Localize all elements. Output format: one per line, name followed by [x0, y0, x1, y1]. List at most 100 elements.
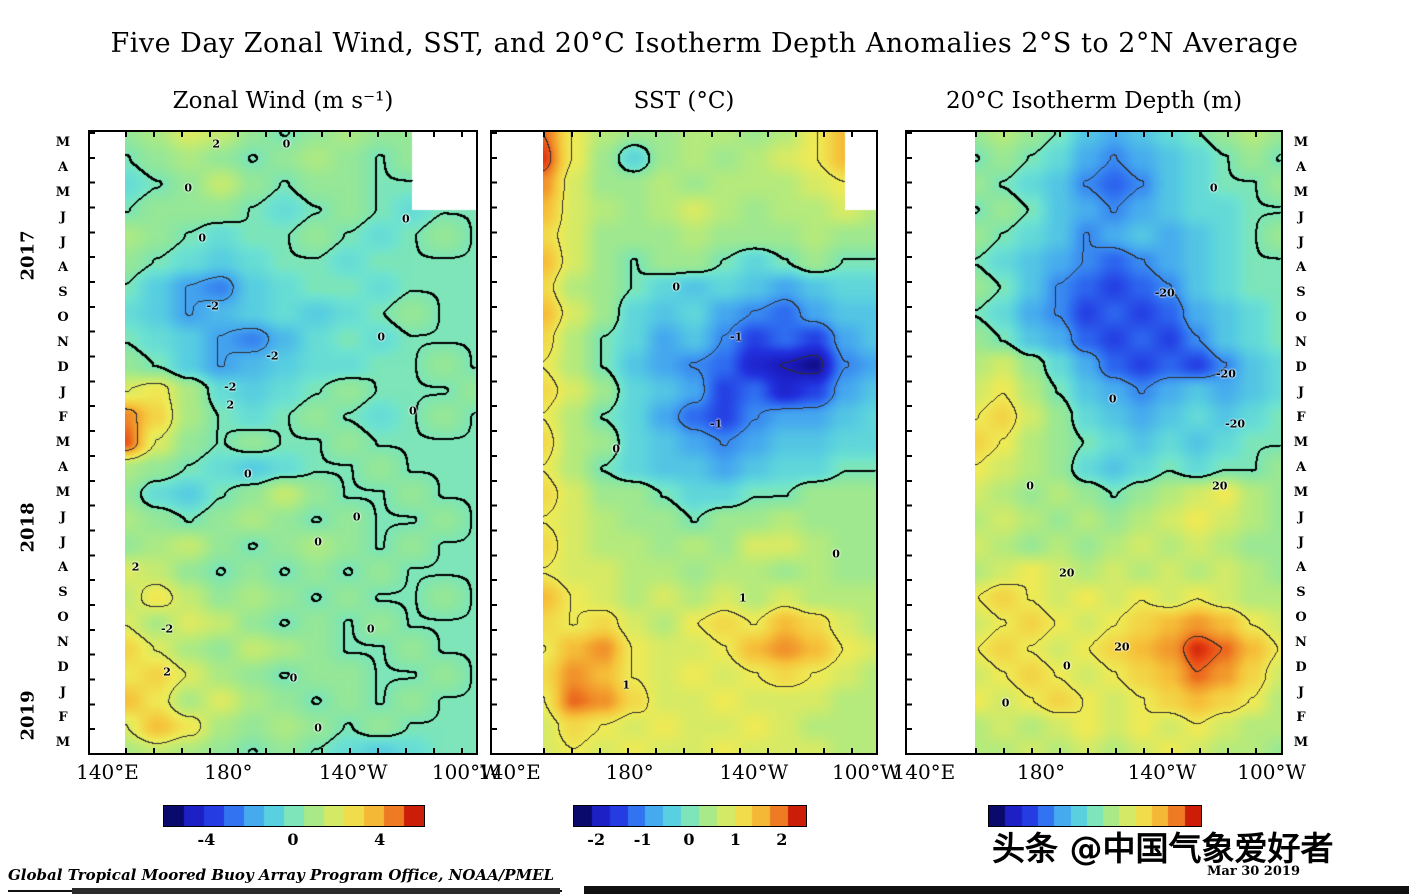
colorbar-tick-label: -4	[197, 830, 216, 849]
colorbar-tick-label: 0	[287, 830, 299, 849]
zonal-wind-heatmap-canvas	[125, 132, 476, 753]
month-label: S	[1296, 585, 1306, 600]
isotherm-depth-plot-area: 0 -20 -20 0 -20 0 20 20 20 0 0	[975, 132, 1281, 753]
colorbar-tick-label: 0	[683, 830, 695, 849]
x-axis-tick-label: 100°W	[1237, 760, 1307, 784]
month-label: F	[1296, 710, 1306, 725]
sst-plot-area: 0 -1 -1 0 0 1 1	[543, 132, 876, 753]
month-label: D	[1295, 660, 1307, 675]
month-label: J	[59, 510, 67, 525]
month-label: N	[57, 635, 69, 650]
month-label: F	[58, 410, 68, 425]
isotherm-depth-colorbar-canvas	[988, 805, 1202, 827]
month-label: O	[1295, 610, 1307, 625]
x-axis-tick-label: 140°W	[1127, 760, 1197, 784]
month-label: M	[1293, 135, 1309, 150]
x-axis-tick-label: 140°E	[76, 760, 139, 784]
sst-colorbar-canvas	[573, 805, 807, 827]
x-axis-tick-label: 180°	[1016, 760, 1066, 784]
month-label: J	[59, 535, 67, 550]
panel-title-zonal-wind: Zonal Wind (m s⁻¹)	[172, 88, 394, 114]
month-label: J	[1297, 510, 1305, 525]
year-label-2018: 2018	[17, 502, 39, 553]
month-label: A	[57, 160, 69, 175]
month-label: M	[55, 735, 71, 750]
longitude-ticks-bottom	[125, 748, 476, 753]
month-label: D	[1295, 360, 1307, 375]
sst-panel: 0 -1 -1 0 0 1 1	[490, 130, 878, 755]
zonal-wind-plot-area: 2 0 0 0 0 -2 0 -2 -2 0 2 0 0 2 0 -2 0 2 0 0	[125, 132, 476, 753]
month-label: O	[57, 610, 69, 625]
longitude-ticks-bottom	[975, 748, 1281, 753]
month-label: A	[57, 560, 69, 575]
x-axis-tick-label: 140°E	[478, 760, 541, 784]
month-label: J	[59, 210, 67, 225]
month-label: J	[59, 685, 67, 700]
sst-colorbar-ticks: -2 -1 0 1 2	[573, 827, 805, 849]
x-axis-isotherm-depth: 140°E 180° 140°W 100°W	[893, 760, 1307, 790]
x-axis-tick-label: 100°W	[831, 760, 901, 784]
month-label: J	[1297, 210, 1305, 225]
month-label: M	[55, 185, 71, 200]
month-label: S	[1296, 285, 1306, 300]
x-axis-tick-label: 140°W	[719, 760, 789, 784]
x-axis-tick-label: 100°W	[431, 760, 501, 784]
month-label: A	[1295, 160, 1307, 175]
x-axis-tick-label: 140°W	[318, 760, 388, 784]
colorbar-tick-label: 2	[776, 830, 788, 849]
isotherm-depth-heatmap-canvas	[975, 132, 1281, 753]
bottom-bar-left	[72, 888, 560, 894]
month-label: M	[1293, 485, 1309, 500]
month-label: A	[57, 460, 69, 475]
month-label: M	[1293, 735, 1309, 750]
colorbar-tick-label: -1	[633, 830, 652, 849]
colorbar-tick-label: 1	[729, 830, 741, 849]
longitude-ticks-top	[975, 132, 1281, 137]
year-label-2019: 2019	[17, 690, 39, 741]
figure-title: Five Day Zonal Wind, SST, and 20°C Isoth…	[110, 28, 1299, 59]
x-axis-tick-label: 140°E	[892, 760, 956, 784]
month-label: A	[1295, 560, 1307, 575]
panel-title-sst: SST (°C)	[633, 88, 735, 114]
month-ticks-left	[90, 132, 95, 753]
month-label: S	[58, 285, 68, 300]
month-label: A	[57, 260, 69, 275]
month-label: J	[1297, 385, 1305, 400]
colorbar-tick-label: -2	[587, 830, 606, 849]
x-axis-sst: 140°E 180° 140°W 100°W	[478, 760, 901, 790]
month-label: A	[1295, 260, 1307, 275]
month-label: M	[1293, 435, 1309, 450]
zonal-wind-panel: 2 0 0 0 0 -2 0 -2 -2 0 2 0 0 2 0 -2 0 2 0 0	[88, 130, 478, 755]
month-label: O	[1295, 310, 1307, 325]
isotherm-depth-panel: 0 -20 -20 0 -20 0 20 20 20 0 0	[905, 130, 1283, 755]
isotherm-depth-colorbar	[988, 805, 1202, 849]
month-label: N	[1295, 335, 1307, 350]
month-label: F	[1296, 410, 1306, 425]
month-label: D	[57, 360, 69, 375]
month-label: M	[55, 485, 71, 500]
month-label: D	[57, 660, 69, 675]
month-label: A	[1295, 460, 1307, 475]
sst-heatmap-canvas	[543, 132, 876, 753]
month-label: J	[59, 235, 67, 250]
month-label: N	[57, 335, 69, 350]
colorbar-tick-label: 4	[374, 830, 386, 849]
longitude-ticks-top	[543, 132, 876, 137]
month-ticks-left	[907, 132, 912, 753]
zonal-wind-colorbar: -4 0 4	[163, 805, 425, 849]
month-label: J	[1297, 235, 1305, 250]
month-label: J	[59, 385, 67, 400]
x-axis-tick-label: 180°	[605, 760, 654, 784]
year-label-2017: 2017	[17, 230, 39, 281]
month-label: J	[1297, 685, 1305, 700]
month-label: O	[57, 310, 69, 325]
x-axis-zonal-wind: 140°E 180° 140°W 100°W	[76, 760, 501, 790]
month-label: M	[55, 135, 71, 150]
sst-colorbar: -2 -1 0 1 2	[573, 805, 807, 849]
month-label: M	[1293, 185, 1309, 200]
longitude-ticks-top	[125, 132, 476, 137]
panel-title-isotherm-depth: 20°C Isotherm Depth (m)	[945, 88, 1243, 114]
